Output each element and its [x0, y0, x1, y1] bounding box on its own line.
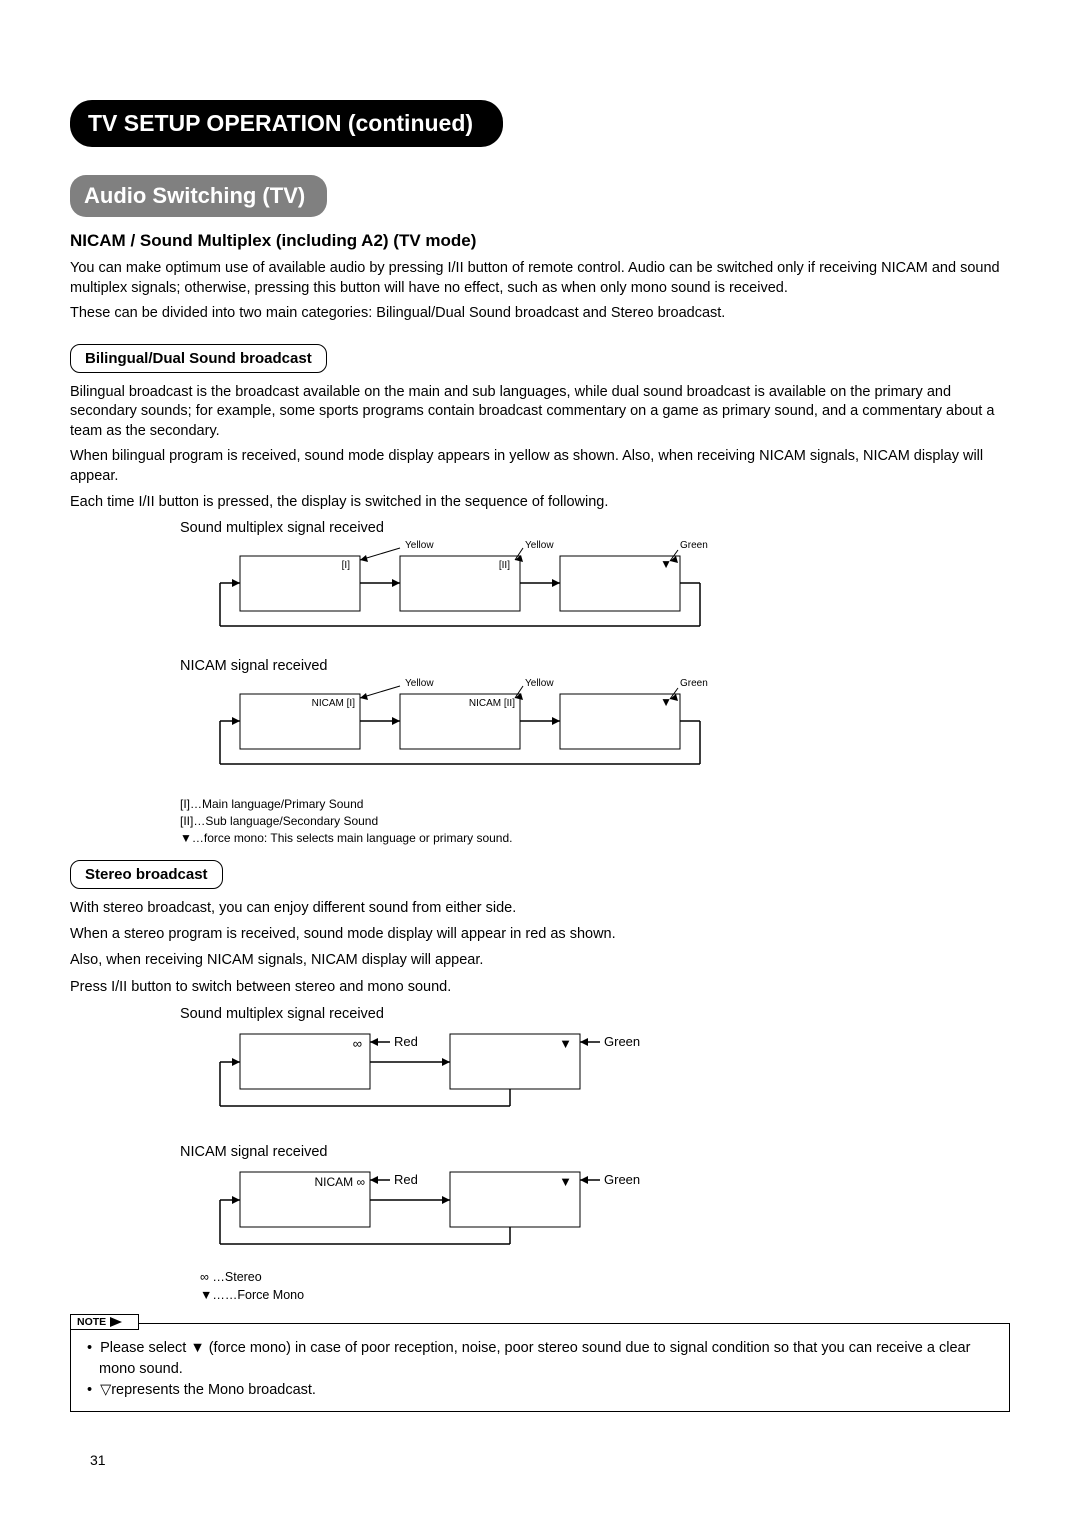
svg-text:▼: ▼: [559, 1036, 572, 1051]
bilingual-diag2-svg: NICAM [I] NICAM [II] ▼ Yellow Yellow Gre…: [180, 676, 740, 776]
svg-text:NICAM [II]: NICAM [II]: [469, 698, 515, 709]
svg-text:▼: ▼: [559, 1174, 572, 1189]
stereo-legend: ∞ …Stereo ▼……Force Mono: [200, 1268, 1010, 1306]
stereo-diag1-svg: ∞ ▼ Red Green: [180, 1024, 640, 1124]
note-item-2: ▽represents the Mono broadcast.: [97, 1380, 999, 1401]
bilingual-p2: When bilingual program is received, soun…: [70, 447, 1010, 486]
stereo-diag1-caption: Sound multiplex signal received: [180, 1006, 1010, 1022]
main-section-title: TV SETUP OPERATION (continued): [70, 100, 503, 147]
stereo-diagrams: Sound multiplex signal received ∞ ▼ Red …: [180, 1006, 1010, 1262]
stereo-diag2: NICAM signal received NICAM ∞ ▼ Red Gree…: [180, 1144, 1010, 1262]
stereo-diag1: Sound multiplex signal received ∞ ▼ Red …: [180, 1006, 1010, 1124]
stereo-legend-2: ▼……Force Mono: [200, 1286, 1010, 1305]
svg-text:Red: Red: [394, 1034, 418, 1049]
note-tab-label: NOTE: [77, 1316, 106, 1328]
note-item-1: Please select ▼ (force mono) in case of …: [97, 1338, 999, 1380]
bilingual-diag1: Sound multiplex signal received [I] [II]…: [180, 520, 1010, 638]
svg-text:Yellow: Yellow: [525, 678, 554, 689]
stereo-legend-1: ∞ …Stereo: [200, 1268, 1010, 1287]
bilingual-title: Bilingual/Dual Sound broadcast: [70, 344, 327, 373]
svg-text:Red: Red: [394, 1172, 418, 1187]
svg-text:Yellow: Yellow: [525, 540, 554, 551]
svg-text:NICAM ∞: NICAM ∞: [314, 1175, 365, 1189]
note-tab: NOTE: [70, 1314, 139, 1330]
bilingual-diag1-svg: [I] [II] ▼ Yellow Yellow Green: [180, 538, 740, 638]
stereo-p4: Press I/II button to switch between ster…: [70, 978, 1010, 998]
svg-text:▼: ▼: [660, 695, 672, 709]
nicam-heading: NICAM / Sound Multiplex (including A2) (…: [70, 231, 1010, 251]
page-number: 31: [90, 1452, 1010, 1468]
bilingual-legend-1: [I]…Main language/Primary Sound: [180, 796, 1010, 813]
intro-p1: You can make optimum use of available au…: [70, 259, 1010, 298]
note-list: Please select ▼ (force mono) in case of …: [81, 1338, 999, 1401]
svg-text:Green: Green: [680, 678, 708, 689]
intro-p2: These can be divided into two main categ…: [70, 304, 1010, 324]
svg-text:Green: Green: [680, 540, 708, 551]
svg-text:[II]: [II]: [499, 560, 510, 571]
bilingual-legend-2: [II]…Sub language/Secondary Sound: [180, 813, 1010, 830]
svg-text:Yellow: Yellow: [405, 678, 434, 689]
bilingual-legend: [I]…Main language/Primary Sound [II]…Sub…: [180, 796, 1010, 846]
stereo-p1: With stereo broadcast, you can enjoy dif…: [70, 899, 1010, 919]
stereo-title: Stereo broadcast: [70, 860, 223, 889]
svg-text:▼: ▼: [660, 557, 672, 571]
subsection-title: Audio Switching (TV): [70, 175, 327, 217]
bilingual-p3: Each time I/II button is pressed, the di…: [70, 493, 1010, 513]
bilingual-p1: Bilingual broadcast is the broadcast ava…: [70, 383, 1010, 442]
svg-text:[I]: [I]: [342, 560, 351, 571]
note-box: NOTE Please select ▼ (force mono) in cas…: [70, 1323, 1010, 1412]
bilingual-diag2-caption: NICAM signal received: [180, 658, 1010, 674]
svg-text:Green: Green: [604, 1034, 640, 1049]
svg-text:NICAM [I]: NICAM [I]: [312, 698, 356, 709]
svg-text:∞: ∞: [353, 1036, 362, 1051]
stereo-p2: When a stereo program is received, sound…: [70, 925, 1010, 945]
bilingual-legend-3: ▼…force mono: This selects main language…: [180, 830, 1010, 847]
bilingual-diag1-caption: Sound multiplex signal received: [180, 520, 1010, 536]
bilingual-diagrams: Sound multiplex signal received [I] [II]…: [180, 520, 1010, 776]
stereo-diag2-svg: NICAM ∞ ▼ Red Green: [180, 1162, 640, 1262]
svg-text:Yellow: Yellow: [405, 540, 434, 551]
bilingual-diag2: NICAM signal received NICAM [I] NICAM [I…: [180, 658, 1010, 776]
stereo-p3: Also, when receiving NICAM signals, NICA…: [70, 951, 1010, 971]
svg-text:Green: Green: [604, 1172, 640, 1187]
note-arrow-icon: [110, 1317, 122, 1327]
stereo-diag2-caption: NICAM signal received: [180, 1144, 1010, 1160]
